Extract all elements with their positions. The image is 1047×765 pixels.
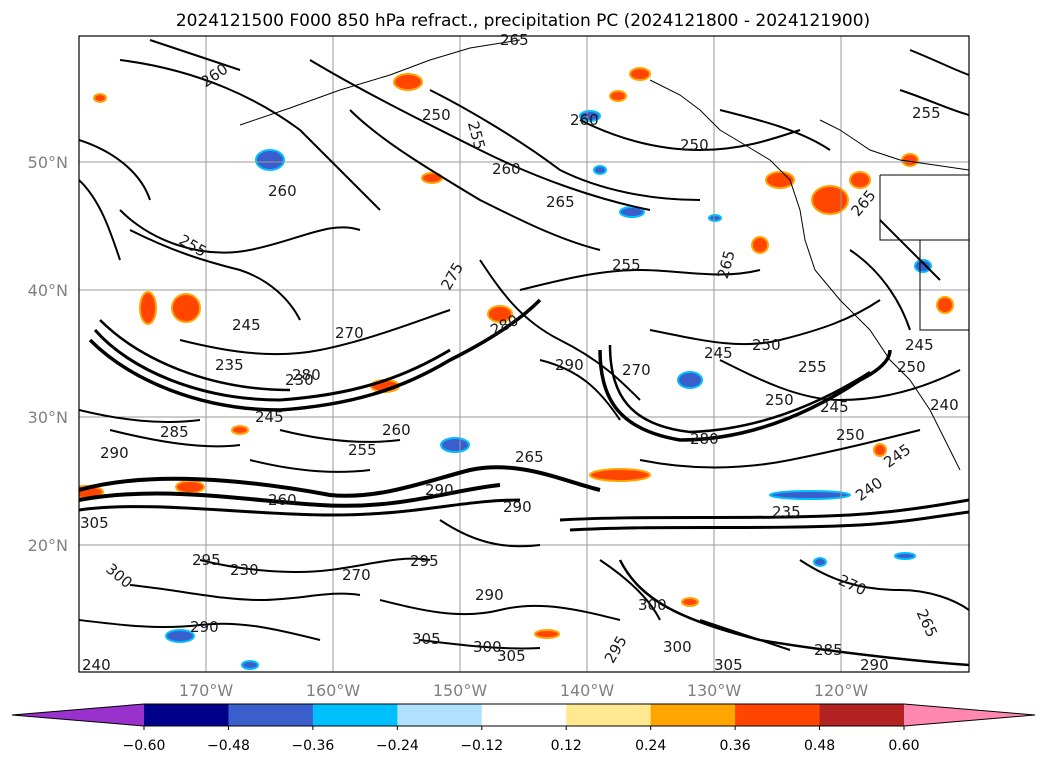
contour-label: 290 [100,444,129,462]
contour-label: 235 [215,356,244,374]
contour-label: 230 [285,371,314,389]
colorbar-tick-label: 0.12 [551,738,582,754]
lon-tick-label: 120°W [814,681,869,700]
contour-label: 305 [497,647,526,665]
contour-label: 255 [912,104,941,122]
contour-label: 265 [500,31,529,49]
lon-tick-label: 160°W [306,681,361,700]
contour-label: 290 [190,618,219,636]
colorbar-tick-label: 0.36 [720,738,751,754]
colorbar-segment [819,704,905,726]
colorbar-tick-label: −0.12 [460,738,503,754]
lat-tick-label: 20°N [28,536,68,555]
graticule [79,36,969,672]
contour-label: 265 [546,193,575,211]
colorbar-tick-label: −0.24 [376,738,419,754]
contour-label: 255 [612,256,641,274]
contour-label: 270 [342,566,371,584]
contour-label: 240 [930,396,959,414]
lon-tick-label: 140°W [560,681,615,700]
contour-label: 295 [192,551,221,569]
contour-label: 285 [160,423,189,441]
contour-label: 295 [410,552,439,570]
contour-label: 260 [268,491,297,509]
lon-tick-label: 150°W [433,681,488,700]
figure-title: 2024121500 F000 850 hPa refract., precip… [176,11,870,31]
contour-label: 250 [836,426,865,444]
contour-label: 290 [503,498,532,516]
colorbar-tick-label: −0.36 [291,738,334,754]
colorbar-segment [228,704,314,726]
contour-label: 250 [897,358,926,376]
contour-label: 265 [515,448,544,466]
colorbar-segment [397,704,483,726]
lat-tick-label: 30°N [28,408,68,427]
map-panel: 265 260 250 255 260 265 260 255 250 260 … [78,31,970,674]
contour-label: 250 [765,391,794,409]
contour-label: 290 [555,356,584,374]
contour-label: 280 [690,430,719,448]
contour-label: 305 [412,630,441,648]
refractivity-contours [79,39,969,667]
contour-label: 260 [570,111,599,129]
colorbar-segment [566,704,652,726]
contour-label: 270 [335,324,364,342]
map-background [79,36,969,672]
contour-label: 235 [772,503,801,521]
contour-label: 305 [80,514,109,532]
contour-label: 290 [425,481,454,499]
contour-label: 245 [232,316,261,334]
contour-label: 240 [82,656,111,674]
contour-label: 280 [292,366,321,384]
colorbar-tick-label: 0.24 [635,738,666,754]
colorbar-segment [144,704,229,726]
colorbar-tick-label: 0.48 [804,738,835,754]
colorbar-segment [312,704,398,726]
contour-label: 300 [638,596,667,614]
lon-tick-label: 130°W [687,681,742,700]
contour-label: 260 [492,160,521,178]
colorbar-segment [735,704,821,726]
coastline [239,39,969,471]
contour-label: 250 [422,106,451,124]
lat-tick-label: 50°N [28,153,68,172]
contour-label: 305 [714,656,743,674]
colorbar-tick-label: 0.60 [888,738,919,754]
lat-tick-label: 40°N [28,281,68,300]
colorbar-segment [481,704,567,726]
contour-label: 290 [475,586,504,604]
contour-label: 260 [268,182,297,200]
colorbar-tick-label: −0.60 [123,738,166,754]
lon-tick-label: 170°W [179,681,234,700]
contour-label: 270 [622,361,651,379]
colorbar-tick-label: −0.48 [207,738,250,754]
contour-label: 255 [348,441,377,459]
contour-label: 245 [820,398,849,416]
contour-label: 230 [230,561,259,579]
colorbar-segment [650,704,736,726]
contour-label: 300 [473,638,502,656]
contour-label: 250 [680,136,709,154]
contour-label: 245 [704,344,733,362]
colorbar: −0.60 −0.48 −0.36 −0.24 −0.12 0.12 0.24 0.36 0.4… [11,703,1036,754]
map-frame [78,35,970,673]
latitude-axis: 50°N 40°N 30°N 20°N [28,153,68,555]
longitude-axis: 170°W 160°W 150°W 140°W 130°W 120°W [179,681,869,700]
contour-label: 245 [905,336,934,354]
contour-label: 290 [860,656,889,674]
contour-label: 260 [382,421,411,439]
contour-label: 255 [798,358,827,376]
contour-label: 285 [814,641,843,659]
contour-label: 250 [752,336,781,354]
contour-label: 300 [663,638,692,656]
contour-label: 245 [255,408,284,426]
colorbar-extend-low [12,704,144,726]
colorbar-extend-high [904,704,1035,726]
